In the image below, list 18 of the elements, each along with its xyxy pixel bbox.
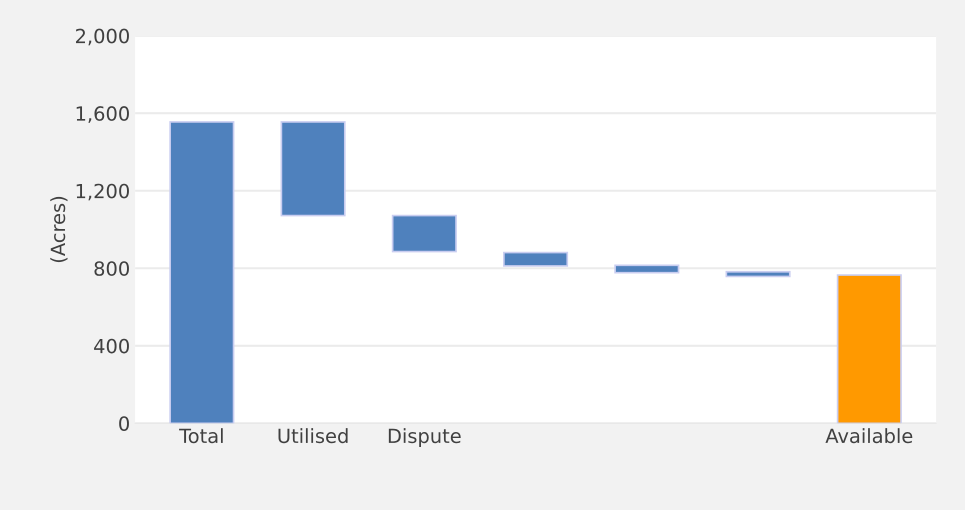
bar	[169, 121, 234, 424]
x-tick-label: Dispute	[388, 428, 461, 447]
y-tick-label: 1,600	[76, 106, 129, 123]
bar	[614, 264, 680, 274]
bar	[726, 270, 791, 278]
x-tick-label: Utilised	[278, 428, 348, 444]
y-tick-label: 800	[94, 261, 129, 276]
y-tick-label: 0	[119, 416, 129, 431]
y-axis-title: (Acres)	[50, 196, 68, 262]
bar	[836, 274, 902, 424]
y-tick-label: 1,200	[76, 184, 129, 200]
x-tick-label: Total	[179, 428, 223, 444]
bar	[503, 252, 568, 267]
y-tick-label: 400	[94, 338, 129, 354]
x-tick-label: Available	[825, 428, 912, 444]
bar	[280, 121, 346, 216]
bar	[392, 214, 457, 252]
y-tick-label: 2,000	[76, 28, 129, 46]
